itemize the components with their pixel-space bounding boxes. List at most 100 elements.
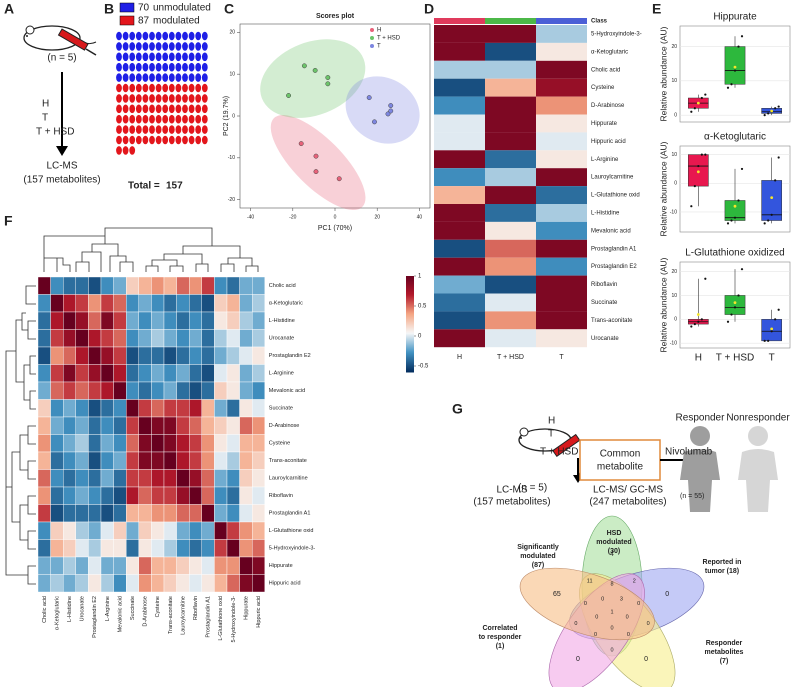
heat-cell: [226, 504, 240, 523]
waffle-dot: [175, 125, 182, 134]
heat-cell: [251, 486, 265, 505]
point: [388, 103, 394, 108]
waffle-dot: [175, 83, 182, 93]
method: LC-MS: [46, 161, 77, 172]
heat-cell: [88, 381, 102, 400]
colorbar-step: [406, 332, 414, 335]
colorbar-step: [406, 278, 414, 281]
heat-cell: [176, 381, 190, 400]
waffle-dot: [142, 94, 149, 103]
heat-cell: [63, 381, 77, 400]
column-label: Hippurate: [243, 596, 249, 620]
heat-cell: [536, 329, 587, 348]
heat-cell: [536, 25, 587, 43]
waffle-dot: [162, 31, 169, 41]
heat-cell: [88, 329, 102, 348]
waffle-dot: [129, 52, 136, 62]
colorbar-step: [406, 336, 414, 339]
heat-cell: [239, 381, 253, 400]
mean: [696, 313, 700, 316]
heat-cell: [226, 364, 240, 383]
mean: [770, 327, 774, 331]
x-tick-label: -20: [289, 214, 296, 220]
heat-cell: [63, 329, 77, 348]
venn-region: 0: [601, 597, 604, 603]
waffle-dot: [135, 104, 142, 114]
heat-cell: [125, 451, 139, 470]
heat-cell: [201, 399, 215, 418]
waffle-dot: [175, 31, 182, 41]
heat-cell: [536, 293, 587, 312]
heat-cell: [63, 434, 77, 453]
chart-title: Scores plot: [316, 13, 355, 20]
heat-cell: [100, 434, 114, 453]
column-label: Hippuric acid: [256, 596, 262, 628]
mouse-icon: [518, 427, 581, 458]
heat-cell: [100, 311, 114, 330]
point: [690, 325, 693, 328]
waffle-dot: [149, 114, 155, 124]
heat-cell: [188, 294, 202, 313]
heat-cell: [113, 364, 127, 383]
colorbar-step: [406, 360, 414, 363]
heat-cell: [63, 469, 77, 488]
y-tick-label: -10: [228, 155, 235, 161]
waffle-dot: [162, 42, 169, 51]
heat-cell: [63, 521, 77, 540]
heat-cell: [113, 416, 127, 435]
heat-cell: [151, 434, 165, 453]
heat-cell: [151, 416, 165, 435]
heat-cell: [113, 521, 127, 540]
heat-cell: [163, 539, 177, 558]
heat-cell: [485, 25, 536, 43]
heat-cell: [88, 486, 102, 505]
heat-cell: [239, 521, 253, 540]
heat-cell: [251, 399, 265, 418]
colorbar-step: [406, 368, 414, 371]
x-axis-label: PC1 (70%): [318, 225, 352, 232]
heat-cell: [188, 574, 202, 593]
class-header: Class: [591, 19, 608, 25]
heat-cell: [485, 114, 536, 133]
heat-cell: [138, 329, 152, 348]
x-tick-label: -40: [247, 214, 254, 220]
waffle-dot: [188, 31, 195, 41]
heat-cell: [100, 276, 114, 295]
heat-cell: [434, 186, 485, 204]
heat-cell: [536, 221, 587, 240]
x-tick-label: T: [769, 353, 775, 364]
confidence-ellipse: [345, 76, 420, 144]
row-label: L-Glutathione oxid: [269, 528, 314, 534]
heat-cell: [163, 521, 177, 540]
heat-cell: [226, 469, 240, 488]
heat-cell: [251, 521, 265, 540]
heat-cell: [50, 486, 64, 505]
waffle-dot: [116, 73, 122, 82]
heat-cell: [251, 539, 265, 558]
point: [767, 219, 770, 222]
heat-cell: [37, 504, 51, 523]
heat-cell: [188, 399, 202, 418]
waffle-dot: [135, 135, 142, 145]
column-label: T + HSD: [497, 354, 524, 361]
heat-cell: [75, 329, 89, 348]
row-label: Lauroylcarnitine: [591, 175, 634, 181]
colorbar-step: [406, 310, 414, 313]
waffle-dot: [116, 114, 122, 124]
y-axis-label: PC2 (19.7%): [223, 96, 230, 136]
waffle-dot: [116, 83, 122, 93]
heat-cell: [63, 399, 77, 418]
heat-cell: [100, 364, 114, 383]
heat-cell: [176, 294, 190, 313]
heat-cell: [163, 311, 177, 330]
n-label: (n = 5): [47, 53, 76, 64]
heat-cell: [37, 294, 51, 313]
colorbar-step: [406, 344, 414, 347]
heat-cell: [125, 311, 139, 330]
waffle-dot: [142, 52, 149, 62]
heat-cell: [37, 486, 51, 505]
heat-cell: [485, 96, 536, 115]
heat-cell: [113, 276, 127, 295]
heat-cell: [214, 346, 228, 365]
waffle-dot: [155, 114, 162, 124]
